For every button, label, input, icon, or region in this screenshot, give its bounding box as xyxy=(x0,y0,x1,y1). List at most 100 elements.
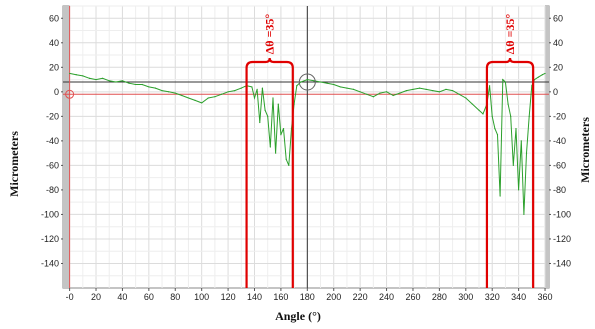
data-point xyxy=(121,80,124,82)
brackets-group: Δθ =35° Δθ =35° xyxy=(245,14,535,288)
data-point xyxy=(272,97,274,99)
data-point xyxy=(515,128,517,130)
data-point xyxy=(494,128,496,130)
plot-area-group xyxy=(62,5,550,289)
data-point xyxy=(525,152,528,154)
data-point xyxy=(372,96,374,98)
data-point xyxy=(326,82,328,84)
x-tick-label: 40 xyxy=(117,292,127,302)
data-point xyxy=(277,103,279,105)
y-tick-label: -80 xyxy=(46,185,59,195)
data-point xyxy=(275,152,277,154)
data-point xyxy=(432,90,434,92)
y-tick-label: 40 xyxy=(553,38,563,48)
y-tick-label: -100 xyxy=(41,209,59,219)
data-point xyxy=(269,146,271,148)
y-tick-label: -140 xyxy=(41,258,59,268)
data-point xyxy=(465,97,467,99)
data-point xyxy=(339,86,341,88)
data-point xyxy=(399,92,401,94)
data-point xyxy=(482,113,484,115)
x-tick-label: 200 xyxy=(326,292,341,302)
y-tick-label: -120 xyxy=(41,234,59,244)
x-axis-title: Angle (°) xyxy=(275,309,321,323)
data-point xyxy=(280,134,282,136)
data-point xyxy=(115,81,117,83)
bracket-label: Δθ =35° xyxy=(263,14,277,55)
data-point xyxy=(201,102,203,104)
reference-lines-group xyxy=(63,6,549,288)
data-point xyxy=(333,83,335,86)
cursor-circle-center xyxy=(298,73,316,91)
data-point xyxy=(366,93,368,95)
y-tick-label: -40 xyxy=(553,136,566,146)
data-point xyxy=(359,91,361,93)
data-point xyxy=(499,195,501,197)
y-tick-label: -40 xyxy=(46,136,59,146)
data-point xyxy=(88,77,91,79)
data-point xyxy=(187,97,190,99)
y-tick-label: 60 xyxy=(49,13,59,23)
data-point xyxy=(69,72,71,75)
data-point xyxy=(161,90,163,92)
data-point xyxy=(518,189,520,191)
data-point xyxy=(296,85,298,87)
data-point xyxy=(174,92,176,94)
data-point xyxy=(504,81,507,83)
x-tick-label: 140 xyxy=(247,292,262,302)
bracket-brace xyxy=(245,57,294,69)
y-axis-title-left: Micrometers xyxy=(7,131,21,197)
x-tick-label: -0 xyxy=(66,292,74,302)
data-point xyxy=(496,134,499,136)
data-point xyxy=(418,87,421,89)
x-tick-label: 340 xyxy=(511,292,526,302)
data-point xyxy=(108,80,110,82)
data-point xyxy=(471,103,474,105)
data-point xyxy=(128,82,130,84)
data-point xyxy=(502,78,504,81)
data-point xyxy=(95,78,97,81)
data-point xyxy=(267,115,269,117)
data-point xyxy=(148,86,150,88)
data-point xyxy=(75,74,77,76)
data-point xyxy=(544,72,546,75)
data-point xyxy=(102,77,104,79)
data-point xyxy=(285,158,287,160)
data-point xyxy=(214,96,216,98)
data-point xyxy=(458,93,460,95)
x-tick-label: 120 xyxy=(221,292,236,302)
data-point xyxy=(306,78,308,81)
y-tick-label: -20 xyxy=(46,111,59,121)
data-point xyxy=(537,76,540,78)
data-point xyxy=(523,213,525,216)
data-point xyxy=(392,94,394,97)
data-point xyxy=(520,140,522,142)
data-point xyxy=(478,109,480,111)
data-point xyxy=(251,86,253,88)
data-point xyxy=(220,93,223,95)
data-point xyxy=(438,91,440,93)
x-tick-label: 320 xyxy=(485,292,500,302)
data-point xyxy=(510,115,512,117)
y-tick-label: 60 xyxy=(553,13,563,23)
data-point xyxy=(82,75,84,77)
data-point xyxy=(507,103,509,105)
data-point xyxy=(234,90,236,92)
y-tick-label: 0 xyxy=(553,87,558,97)
y-tick-label: 20 xyxy=(49,62,59,72)
bracket-brace xyxy=(485,57,535,69)
y-axis-title-right: Micrometers xyxy=(578,117,592,183)
data-point xyxy=(282,128,285,130)
y-tick-label: -140 xyxy=(553,258,571,268)
data-point xyxy=(194,99,196,102)
data-point xyxy=(491,115,493,117)
data-point xyxy=(168,91,170,93)
data-point xyxy=(207,97,209,99)
data-point xyxy=(141,83,143,86)
data-point xyxy=(412,88,414,90)
bracket-label: Δθ =35° xyxy=(503,14,517,55)
x-tick-labels: -0 20 40 60 80 100 120 140 160 180 200 220 240 260 280… xyxy=(66,288,553,302)
data-point xyxy=(512,164,514,166)
x-tick-label: 240 xyxy=(379,292,394,302)
